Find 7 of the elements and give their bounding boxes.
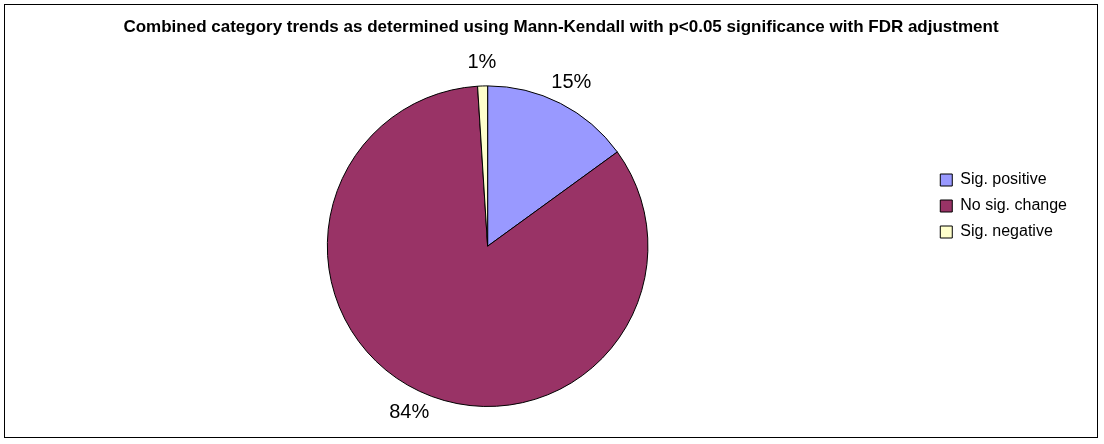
data-label: 15%: [551, 69, 592, 92]
legend-label: Sig. negative: [960, 222, 1053, 240]
chart-title: Combined category trends as determined using Mann-Kendall with p<0.05 significance with FDR adjustment: [123, 16, 999, 36]
data-label: 84%: [389, 400, 430, 423]
data-label: 1%: [467, 49, 497, 72]
legend-label: No sig. change: [960, 196, 1068, 214]
legend-label: Sig. positive: [960, 170, 1047, 188]
